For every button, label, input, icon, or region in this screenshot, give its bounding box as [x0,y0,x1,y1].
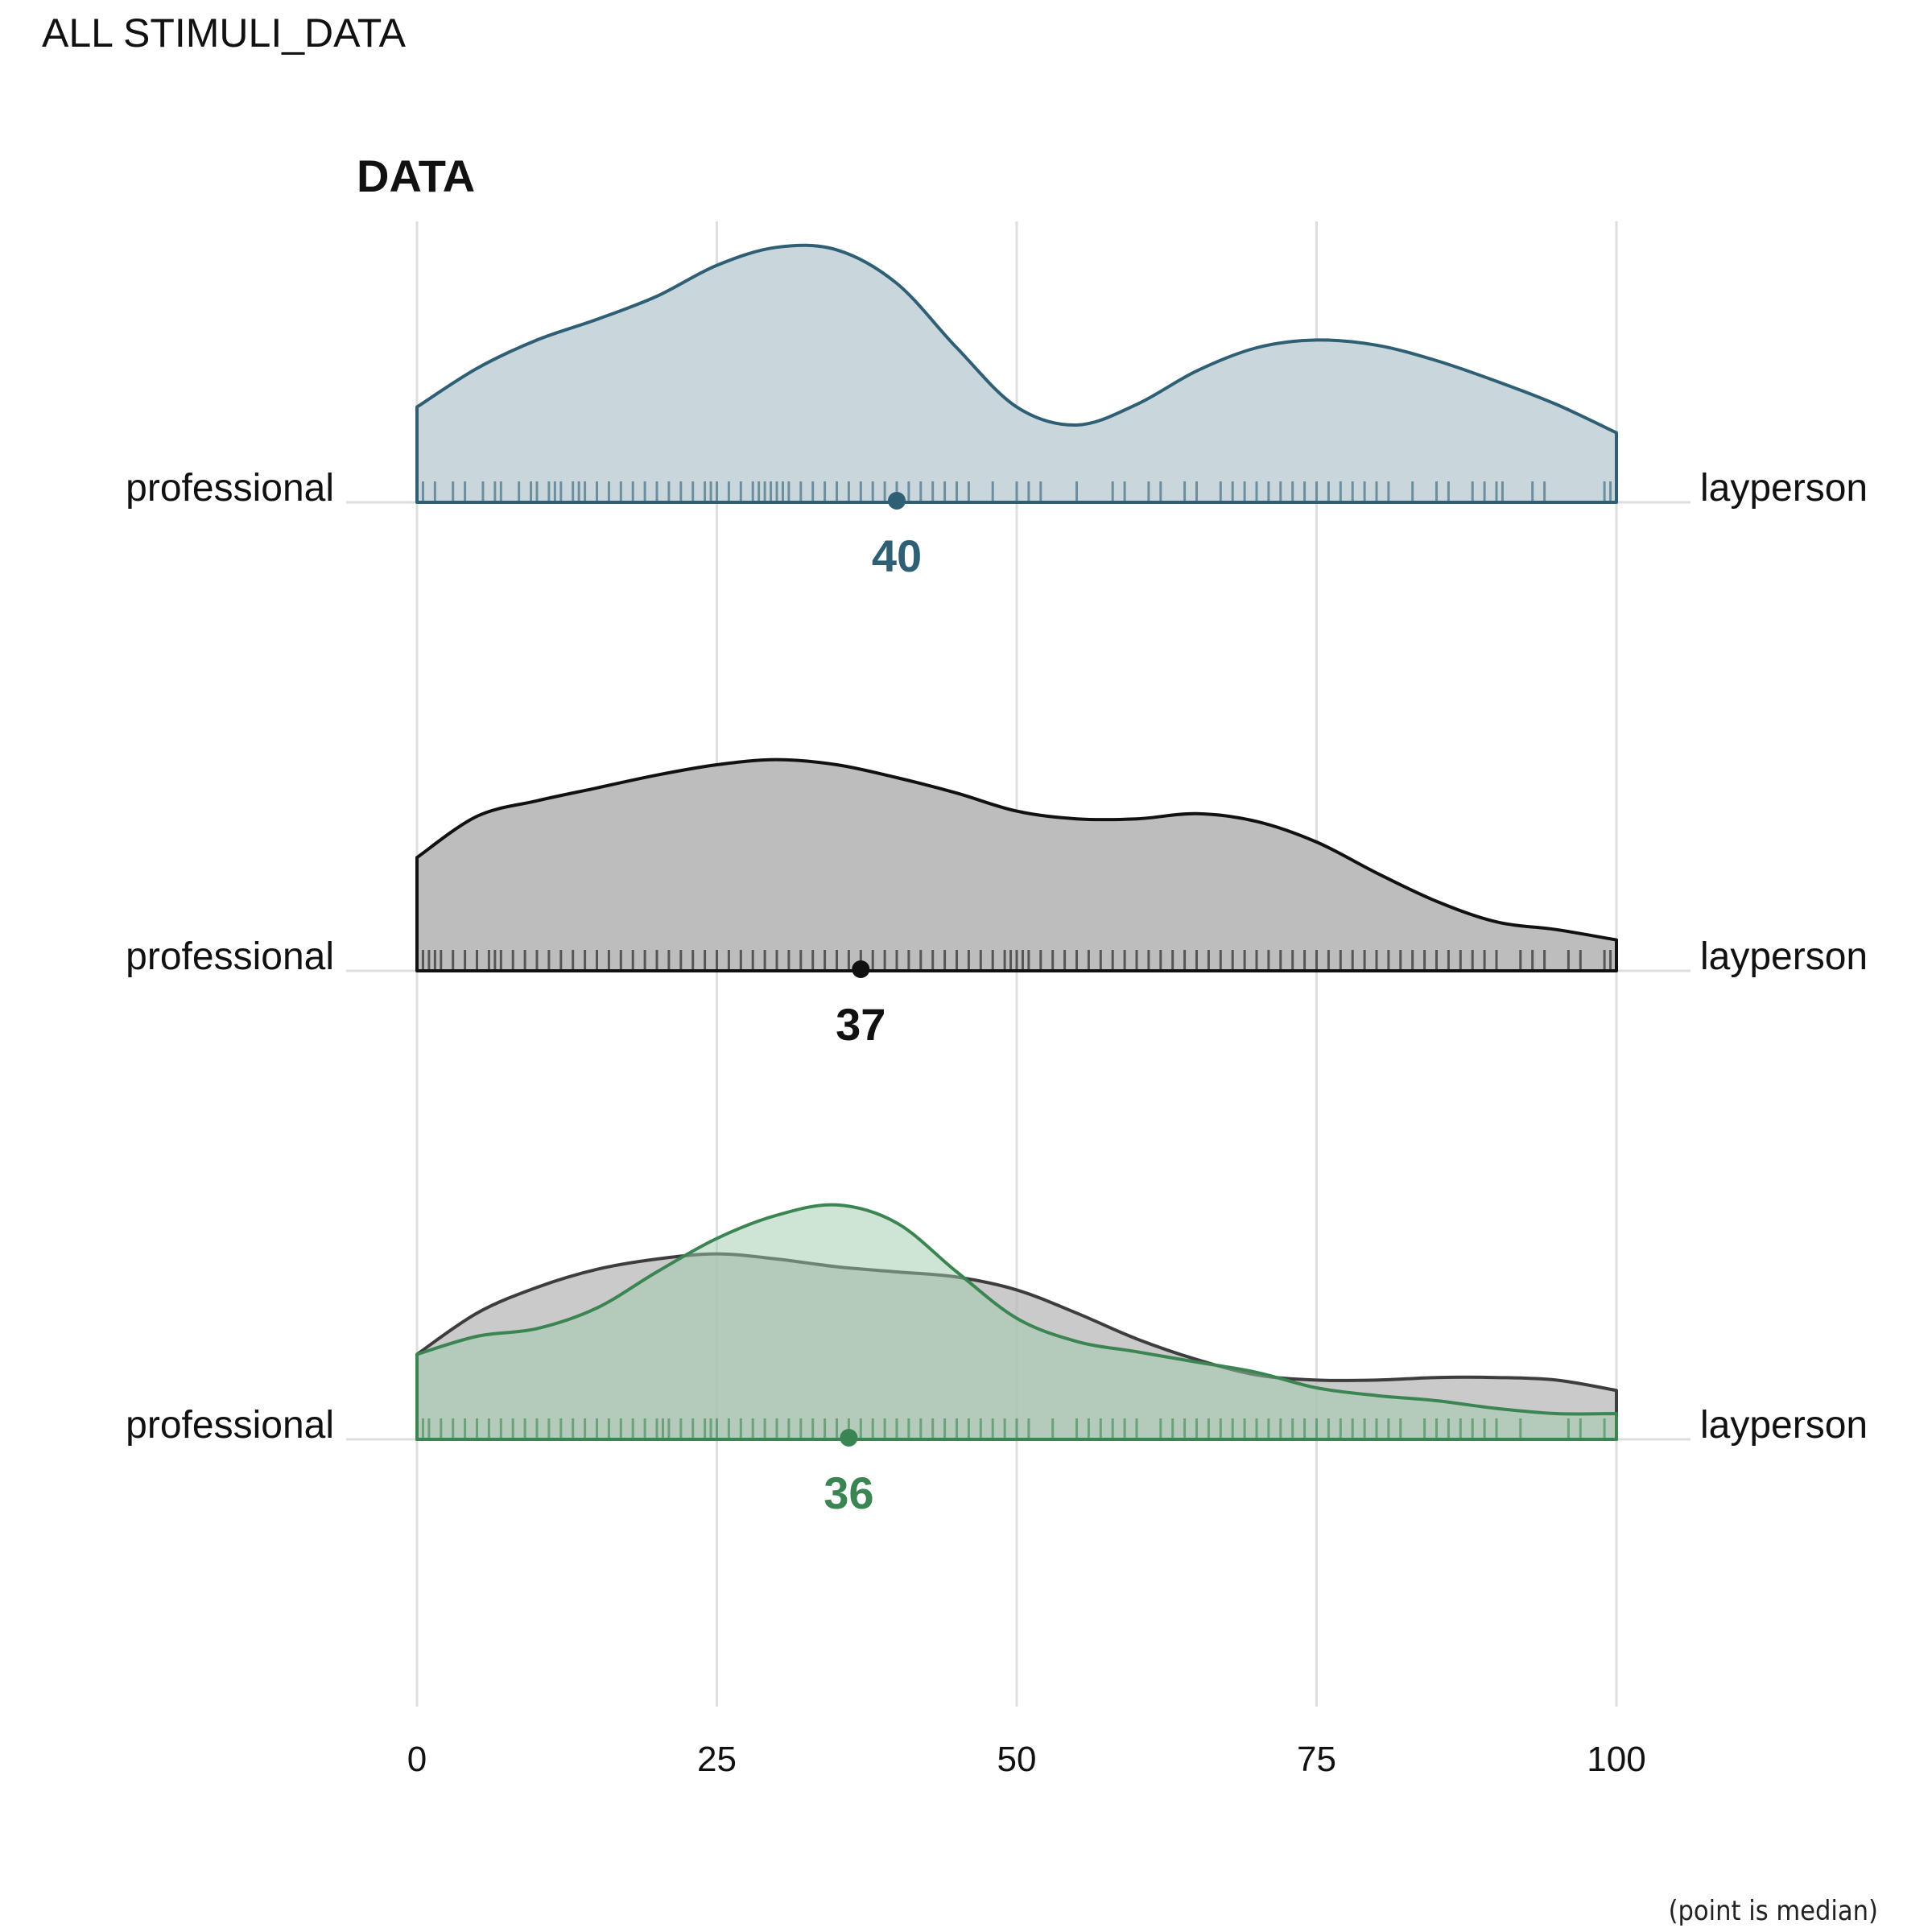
rug-ticks [421,481,1612,502]
median-point [852,960,870,978]
row-2: professional layperson 37 [126,758,1868,1050]
median-label: 37 [836,999,886,1050]
rug-ticks [415,1418,1618,1439]
right-label: layperson [1700,935,1868,978]
left-label: professional [126,935,334,978]
median-caption: (point is median) [1669,1895,1878,1927]
chart-title: DATA [357,151,475,201]
left-label: professional [126,467,334,510]
median-label: 40 [872,530,922,581]
x-tick-label-50: 50 [997,1740,1037,1779]
x-tick-label-75: 75 [1297,1740,1336,1779]
page-title: ALL STIMULI_DATA [42,10,407,56]
row-3: professional layperson 36 [126,1203,1868,1518]
right-label: layperson [1700,467,1868,510]
density-curve-1 [415,243,1618,504]
x-tick-label-100: 100 [1587,1740,1645,1779]
density-curve-2 [415,1203,1618,1441]
median-point [840,1429,858,1447]
median-label: 36 [824,1468,873,1518]
x-tick-label-0: 0 [407,1740,427,1779]
density-curve-1 [415,758,1618,972]
x-axis: 0 25 50 75 100 [407,1740,1646,1779]
right-label: layperson [1700,1404,1868,1447]
median-point [888,492,906,510]
row-1: professional layperson 40 [126,243,1868,581]
left-label: professional [126,1404,334,1447]
rug-ticks [415,950,1618,971]
x-tick-label-25: 25 [697,1740,737,1779]
density-rows: professional layperson 40 professional laype… [126,243,1868,1518]
